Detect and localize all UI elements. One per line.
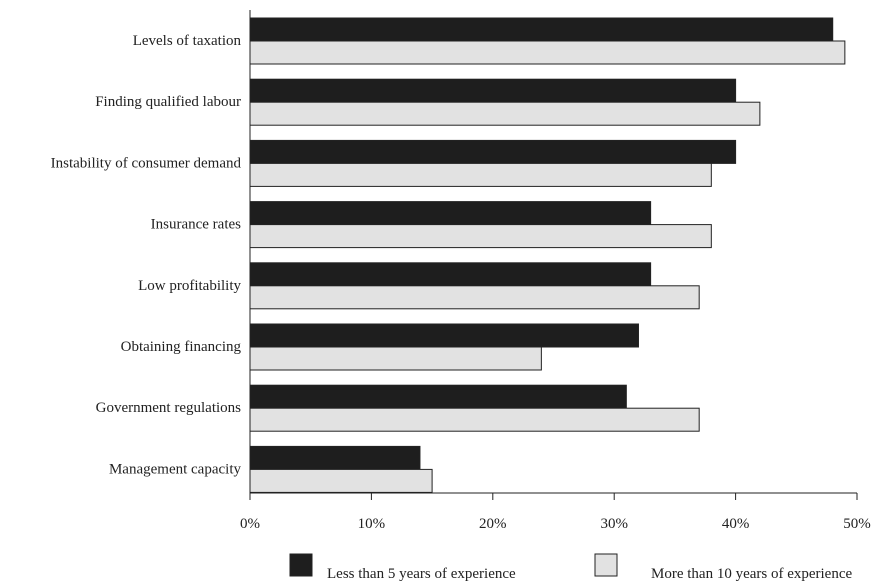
bar-more-than-10-years-5 [249, 346, 542, 371]
legend-label: More than 10 years of experience [651, 566, 853, 582]
category-label: Instability of consumer demand [51, 155, 242, 171]
legend: Less than 5 years of experience More than… [289, 553, 853, 582]
category-label: Low profitability [138, 278, 241, 294]
bars-layer [249, 17, 846, 493]
x-tick-label: 40% [722, 516, 750, 532]
bar-less-than-5-years-3 [249, 201, 652, 226]
x-tick-label: 20% [479, 516, 507, 532]
category-label: Insurance rates [151, 217, 242, 233]
category-label: Management capacity [109, 461, 242, 477]
bar-more-than-10-years-4 [249, 285, 700, 310]
x-tick-label: 50% [843, 516, 871, 532]
x-tick-label: 10% [358, 516, 386, 532]
x-tick-label: 0% [240, 516, 260, 532]
category-label: Obtaining financing [121, 339, 242, 355]
axis-layer [249, 10, 857, 494]
category-label: Finding qualified labour [95, 94, 241, 110]
x-tick-label: 30% [600, 516, 628, 532]
legend-label: Less than 5 years of experience [327, 566, 516, 582]
category-labels: Levels of taxation Finding qualified labo… [51, 33, 242, 477]
bar-less-than-5-years-6 [249, 384, 627, 409]
legend-swatch-more-than-10-years [594, 553, 618, 577]
category-label: Government regulations [96, 400, 242, 416]
bar-less-than-5-years-4 [249, 262, 652, 287]
bar-less-than-5-years-5 [249, 323, 639, 348]
legend-swatch-less-than-5-years [289, 553, 313, 577]
bar-more-than-10-years-7 [249, 468, 433, 493]
category-label: Levels of taxation [133, 33, 242, 49]
bar-more-than-10-years-3 [249, 224, 712, 249]
bar-less-than-5-years-1 [249, 78, 737, 103]
bar-more-than-10-years-2 [249, 162, 712, 187]
bar-less-than-5-years-7 [249, 445, 421, 470]
bar-more-than-10-years-6 [249, 407, 700, 432]
bar-more-than-10-years-1 [249, 101, 761, 126]
x-axis-ticks: 0% 10% 20% 30% 40% 50% [240, 493, 871, 532]
bar-less-than-5-years-2 [249, 139, 737, 164]
bar-less-than-5-years-0 [249, 17, 834, 42]
bar-more-than-10-years-0 [249, 40, 846, 65]
